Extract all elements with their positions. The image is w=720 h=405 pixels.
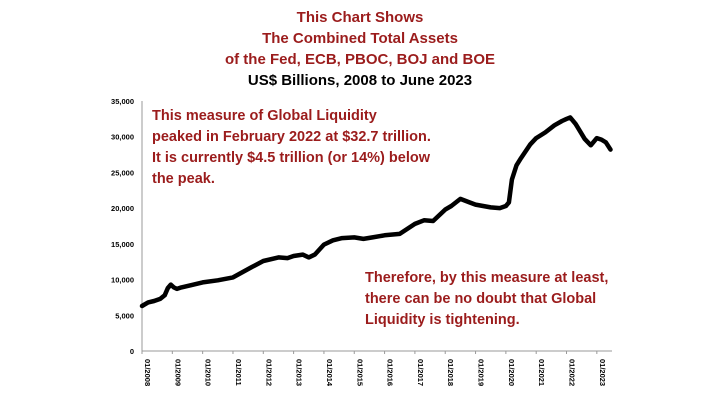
x-tick-label: 01/2008 xyxy=(143,359,152,386)
y-axis-ticks: 0 5,000 10,000 15,000 20,000 25,000 30,000 35,0… xyxy=(111,97,134,356)
x-tick-label: 01/2012 xyxy=(264,359,273,386)
assets-series-line xyxy=(139,115,613,309)
y-tick-label: 5,000 xyxy=(115,311,134,320)
x-tick-label: 01/2015 xyxy=(355,359,364,386)
chart-title-line-3: of the Fed, ECB, PBOC, BOJ and BOE xyxy=(224,51,496,68)
conclusion-annotation-line: Liquidity is tightening. xyxy=(365,312,520,328)
chart-axes xyxy=(141,101,612,352)
x-tick-label: 01/2022 xyxy=(568,359,577,386)
peak-annotation-line: the peak. xyxy=(152,171,215,187)
peak-annotation-line: peaked in February 2022 at $32.7 trillio… xyxy=(152,129,431,145)
x-tick-label: 01/2023 xyxy=(598,359,607,386)
x-tick-label: 01/2014 xyxy=(325,359,334,387)
x-tick-label: 01/2020 xyxy=(507,359,516,386)
x-tick-label: 01/2011 xyxy=(234,359,243,386)
x-tick-label: 01/2009 xyxy=(173,359,182,386)
y-tick-label: 20,000 xyxy=(111,204,134,213)
chart-title-line-1: This Chart Shows xyxy=(296,9,424,26)
x-tick-label: 01/2016 xyxy=(386,359,395,386)
conclusion-annotation-line: there can be no doubt that Global xyxy=(365,291,597,307)
y-tick-label: 30,000 xyxy=(111,133,134,142)
x-tick-label: 01/2013 xyxy=(295,359,304,386)
y-tick-label: 0 xyxy=(130,347,134,356)
x-tick-label: 01/2010 xyxy=(204,359,213,386)
x-tick-label: 01/2021 xyxy=(537,359,546,386)
x-tick-label: 01/2019 xyxy=(477,359,486,386)
conclusion-annotation: Therefore, by this measure at least, the… xyxy=(365,268,608,331)
peak-annotation: This measure of Global Liquidity peaked … xyxy=(152,106,431,190)
y-tick-label: 15,000 xyxy=(111,240,134,249)
x-axis-ticks: 01/2008 01/2009 01/2010 01/2011 01/2012 01/20… xyxy=(141,351,607,387)
y-tick-label: 10,000 xyxy=(111,276,134,285)
y-tick-label: 25,000 xyxy=(111,168,134,177)
y-tick-label: 35,000 xyxy=(111,97,134,106)
x-tick-label: 01/2018 xyxy=(446,359,455,386)
chart-subtitle: US$ Billions, 2008 to June 2023 xyxy=(247,72,473,89)
peak-annotation-line: It is currently $4.5 trillion (or 14%) b… xyxy=(152,150,430,166)
conclusion-annotation-line: Therefore, by this measure at least, xyxy=(365,270,609,286)
x-tick-label: 01/2017 xyxy=(416,359,425,386)
chart-title-line-2: The Combined Total Assets xyxy=(262,30,458,47)
peak-annotation-line: This measure of Global Liquidity xyxy=(152,108,377,124)
